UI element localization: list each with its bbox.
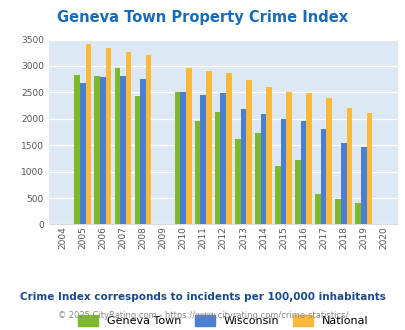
Bar: [94, 76, 100, 224]
Bar: [174, 92, 180, 224]
Text: Geneva Town Property Crime Index: Geneva Town Property Crime Index: [57, 10, 348, 25]
Bar: [366, 113, 371, 224]
Bar: [354, 203, 360, 224]
Bar: [134, 96, 140, 224]
Bar: [220, 93, 226, 224]
Bar: [300, 121, 306, 224]
Bar: [205, 71, 211, 224]
Text: © 2025 CityRating.com - https://www.cityrating.com/crime-statistics/: © 2025 CityRating.com - https://www.city…: [58, 311, 347, 320]
Bar: [200, 94, 205, 224]
Bar: [326, 98, 331, 224]
Bar: [100, 77, 105, 224]
Bar: [80, 83, 85, 224]
Bar: [280, 119, 286, 224]
Bar: [254, 133, 260, 224]
Bar: [105, 48, 111, 224]
Bar: [185, 68, 191, 224]
Bar: [266, 87, 271, 224]
Bar: [286, 92, 291, 224]
Bar: [294, 160, 300, 224]
Bar: [306, 93, 311, 224]
Bar: [345, 108, 351, 224]
Bar: [335, 199, 340, 224]
Bar: [340, 143, 345, 224]
Bar: [74, 75, 80, 224]
Bar: [214, 112, 220, 224]
Bar: [145, 55, 151, 224]
Bar: [320, 129, 326, 224]
Legend: Geneva Town, Wisconsin, National: Geneva Town, Wisconsin, National: [78, 315, 367, 326]
Bar: [240, 109, 245, 224]
Bar: [126, 52, 131, 224]
Bar: [360, 147, 366, 224]
Bar: [260, 114, 266, 224]
Bar: [180, 92, 185, 224]
Bar: [234, 139, 240, 224]
Bar: [85, 44, 91, 224]
Bar: [245, 80, 251, 224]
Bar: [314, 194, 320, 224]
Bar: [226, 73, 231, 224]
Bar: [140, 79, 145, 224]
Bar: [114, 68, 120, 224]
Bar: [120, 76, 126, 224]
Bar: [194, 121, 200, 224]
Text: Crime Index corresponds to incidents per 100,000 inhabitants: Crime Index corresponds to incidents per…: [20, 292, 385, 302]
Bar: [275, 166, 280, 224]
